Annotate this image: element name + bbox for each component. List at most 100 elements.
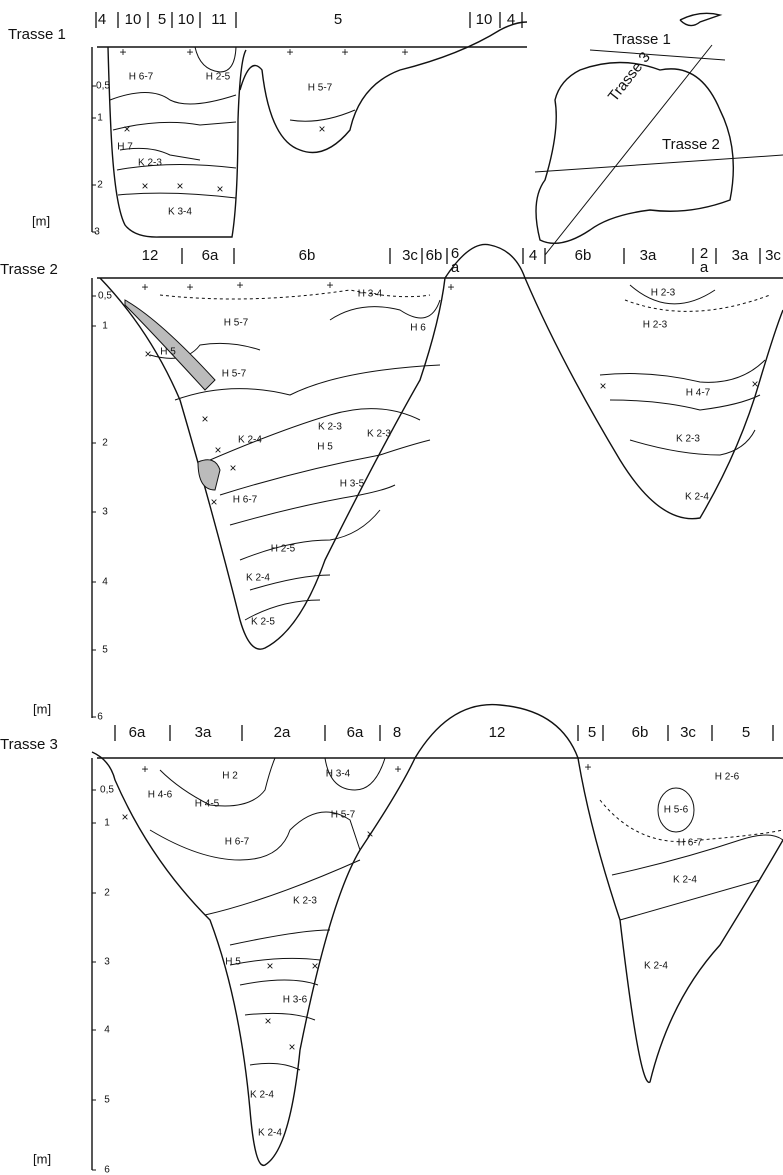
layer-label: H 4-6	[148, 790, 173, 801]
svg-text:+: +	[584, 760, 591, 774]
segment-label: 12	[142, 247, 159, 264]
depth-label: 1	[104, 818, 110, 829]
segment-label: 5	[588, 724, 596, 741]
segment-label: 6a	[347, 724, 364, 741]
layer-label: H 5-7	[224, 318, 249, 329]
segment-label: 5	[334, 11, 342, 28]
layer-label: H 2-6	[715, 772, 740, 783]
svg-text:×: ×	[121, 810, 128, 824]
layer-label: H 7	[117, 142, 133, 153]
segment-label: 10	[125, 11, 142, 28]
svg-text:×: ×	[751, 377, 758, 391]
segment-label: 3a	[195, 724, 212, 741]
depth-label: 2	[97, 180, 103, 191]
segment-label: a	[451, 259, 460, 276]
layer-label: H 2-5	[271, 544, 296, 555]
layer-label: K 2-3	[293, 896, 317, 907]
layer-label: H 5	[160, 347, 176, 358]
layer-label: H 6-7	[233, 495, 258, 506]
segment-label: 10	[476, 11, 493, 28]
svg-text:×: ×	[201, 412, 208, 426]
map	[535, 13, 783, 255]
layer-label: K 2-5	[251, 617, 275, 628]
segment-label: 11	[211, 11, 227, 28]
depth-unit: [m]	[32, 213, 50, 228]
section-title: Trasse 2	[0, 261, 58, 278]
svg-text:+: +	[286, 45, 293, 59]
svg-text:+: +	[236, 278, 243, 292]
layer-label: H 2-3	[651, 288, 676, 299]
layer-label: K 2-4	[246, 573, 270, 584]
layer-label: H 5-7	[308, 83, 333, 94]
segment-label: 10	[178, 11, 195, 28]
layer-label: H 6-7	[225, 837, 250, 848]
layer-label: H 3-4	[326, 769, 351, 780]
layer-label: H 3-6	[283, 995, 308, 1006]
layer-label: K 2-4	[258, 1128, 282, 1139]
layer-label: H 5	[225, 957, 241, 968]
layer-label: K 2-3	[676, 434, 700, 445]
svg-text:×: ×	[210, 495, 217, 509]
outlines	[92, 22, 783, 1170]
depth-label: 6	[104, 1165, 110, 1175]
layer-label: H 2-5	[206, 72, 231, 83]
svg-text:+: +	[141, 762, 148, 776]
depth-label: 0,5	[98, 291, 112, 302]
svg-text:+: +	[186, 280, 193, 294]
depth-label: 3	[94, 227, 100, 238]
segment-label: 4	[98, 11, 106, 28]
layer-label: K 2-3	[138, 158, 162, 169]
symbols: +++++ ××××× +++++ ××××××× +×+×+ ××××	[119, 45, 758, 1054]
segment-label: a	[700, 259, 709, 276]
layer-label: H 4-5	[195, 799, 220, 810]
segment-label: 6b	[299, 247, 316, 264]
layer-label: H 6	[410, 323, 426, 334]
section-title: Trasse 1	[8, 26, 66, 43]
segment-label: 3c	[680, 724, 696, 741]
segment-label: 3a	[640, 247, 657, 264]
svg-text:×: ×	[141, 179, 148, 193]
depth-label: 5	[104, 1095, 110, 1106]
segment-label: 5	[742, 724, 750, 741]
layer-label: H 5	[317, 442, 333, 453]
svg-text:×: ×	[229, 461, 236, 475]
section-title: Trasse 3	[0, 736, 58, 753]
layer-label: H 6-7	[678, 838, 703, 849]
depth-unit: [m]	[33, 701, 51, 716]
svg-text:+: +	[119, 45, 126, 59]
segment-label: 4	[507, 11, 515, 28]
segment-label: 6a	[129, 724, 146, 741]
depth-label: 4	[102, 577, 108, 588]
depth-label: 0,5	[100, 785, 114, 796]
layer-label: H 5-6	[664, 805, 689, 816]
svg-text:×: ×	[311, 959, 318, 973]
layer-label: H 4-7	[686, 388, 711, 399]
svg-text:×: ×	[216, 182, 223, 196]
svg-text:×: ×	[318, 122, 325, 136]
layer-label: K 2-4	[673, 875, 697, 886]
layer-label: H 3-5	[340, 479, 365, 490]
map-label: Trasse 3	[605, 49, 654, 105]
depth-label: 5	[102, 645, 108, 656]
depth-label: 3	[104, 957, 110, 968]
segment-label: 8	[393, 724, 401, 741]
segment-label: 3a	[732, 247, 749, 264]
depth-label: 6	[97, 712, 103, 723]
layer-label: K 2-4	[685, 492, 709, 503]
svg-text:+: +	[447, 280, 454, 294]
svg-text:+: +	[141, 280, 148, 294]
segment-label: 6b	[575, 247, 592, 264]
segment-label: 3c	[765, 247, 781, 264]
svg-text:×: ×	[366, 827, 373, 841]
svg-text:×: ×	[266, 959, 273, 973]
svg-text:×: ×	[599, 379, 606, 393]
diagram: +++++ ××××× +++++ ××××××× +×+×+ ×××× Tra…	[0, 0, 783, 1175]
svg-text:+: +	[326, 278, 333, 292]
layer-label: H 6-7	[129, 72, 154, 83]
layer-label: K 2-4	[644, 961, 668, 972]
layer-label: K 3-4	[168, 207, 192, 218]
svg-text:×: ×	[214, 443, 221, 457]
layer-label: K 2-4	[238, 435, 262, 446]
depth-unit: [m]	[33, 1151, 51, 1166]
segment-label: 4	[529, 247, 537, 264]
